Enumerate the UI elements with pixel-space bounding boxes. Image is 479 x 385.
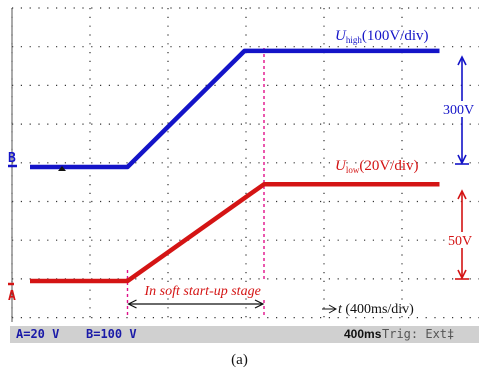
soft-start-label-bg [139, 282, 306, 298]
channel-a-marker: A [8, 289, 16, 304]
trigger-readout: Trig: Ext‡ [382, 327, 455, 341]
low-step-label-bg [446, 232, 479, 248]
series-label-u-low: Ulow(20V/div) [335, 158, 419, 175]
trace-u-high [30, 48, 440, 170]
channel-b-marker: B [8, 151, 16, 166]
high-step-arrow-head-bottom [457, 154, 467, 165]
trigger-marker [58, 166, 66, 171]
soft-start-arrow-left [127, 299, 137, 309]
time-axis-arrow-head [328, 304, 338, 314]
trace-u-low [30, 182, 440, 284]
high-step-arrow-head-top [457, 55, 467, 66]
series-label-u-high: Uhigh(100V/div) [335, 28, 429, 45]
time-axis-label: t (400ms/div) [338, 302, 414, 317]
soft-start-arrow-right [254, 299, 265, 309]
channel-a-scale: A=20 V [16, 327, 60, 341]
soft-start-label: In soft start-up stage [144, 284, 261, 299]
low-step-label: 50V [448, 234, 472, 249]
high-step-label-bg [441, 101, 479, 117]
low-step-arrow-head-bottom [457, 269, 467, 280]
oscilloscope-status-bar: A=20 V B=100 V 400ms Trig: Ext‡ [10, 326, 479, 343]
high-step-label: 300V [443, 103, 474, 118]
low-step-arrow-head-top [457, 189, 467, 200]
timebase-readout: 400ms [344, 327, 382, 341]
figure-caption: (a) [231, 352, 248, 368]
oscilloscope-chart: B A Uhigh(100V/div) Ulow(20V/div) 300V 50V In … [8, 7, 479, 322]
channel-b-scale: B=100 V [86, 327, 137, 341]
